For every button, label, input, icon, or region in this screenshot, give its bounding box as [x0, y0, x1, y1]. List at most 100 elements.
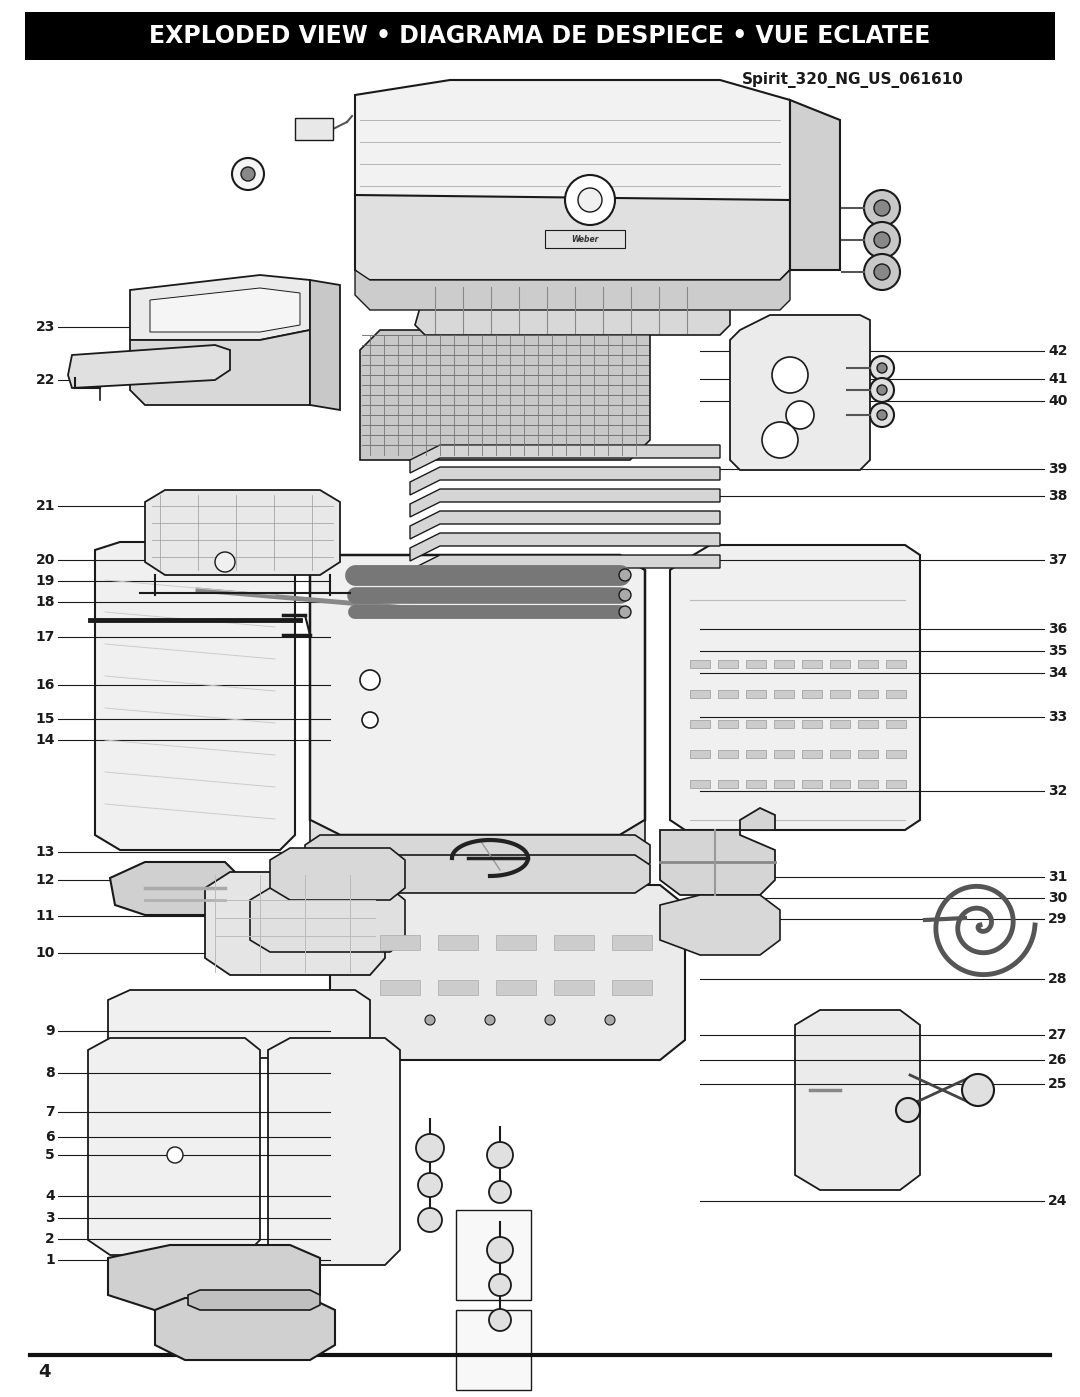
Text: 21: 21 [36, 499, 55, 513]
Polygon shape [730, 314, 870, 469]
Circle shape [762, 422, 798, 458]
Circle shape [874, 200, 890, 217]
Bar [554, 981, 594, 995]
Bar [802, 719, 822, 728]
Polygon shape [310, 279, 340, 409]
Bar [802, 690, 822, 698]
Text: 25: 25 [1048, 1077, 1067, 1091]
Polygon shape [310, 820, 645, 865]
Bar [886, 659, 906, 668]
Bar [774, 659, 794, 668]
Polygon shape [660, 895, 780, 956]
Text: 40: 40 [1048, 394, 1067, 408]
Text: 33: 33 [1048, 710, 1067, 724]
Text: 5: 5 [45, 1148, 55, 1162]
Bar [802, 780, 822, 788]
Bar [718, 659, 738, 668]
Circle shape [877, 386, 887, 395]
Polygon shape [87, 1038, 260, 1255]
Polygon shape [270, 848, 405, 900]
Text: 29: 29 [1048, 912, 1067, 926]
Bar [831, 690, 850, 698]
Circle shape [489, 1180, 511, 1203]
Circle shape [418, 1208, 442, 1232]
Text: Weber: Weber [571, 235, 598, 243]
Bar [858, 659, 878, 668]
Bar [886, 719, 906, 728]
Bar [746, 719, 766, 728]
Text: 3: 3 [45, 1211, 55, 1225]
Polygon shape [205, 872, 384, 975]
Circle shape [360, 671, 380, 690]
Polygon shape [108, 1245, 320, 1315]
Polygon shape [355, 196, 789, 279]
Polygon shape [95, 542, 295, 849]
Text: 35: 35 [1048, 644, 1067, 658]
Bar [858, 690, 878, 698]
Polygon shape [795, 1010, 920, 1190]
Text: 9: 9 [45, 1024, 55, 1038]
Text: 31: 31 [1048, 870, 1067, 884]
Polygon shape [68, 345, 230, 388]
Polygon shape [410, 555, 720, 583]
Bar [718, 690, 738, 698]
Circle shape [487, 1236, 513, 1263]
Bar [831, 719, 850, 728]
Text: 42: 42 [1048, 344, 1067, 358]
Text: 19: 19 [36, 574, 55, 588]
Polygon shape [410, 534, 720, 562]
Text: 15: 15 [36, 712, 55, 726]
Bar [690, 659, 710, 668]
Circle shape [786, 401, 814, 429]
Circle shape [605, 1016, 615, 1025]
Text: 32: 32 [1048, 784, 1067, 798]
Polygon shape [660, 807, 775, 895]
Circle shape [489, 1309, 511, 1331]
Circle shape [215, 552, 235, 571]
Circle shape [426, 1016, 435, 1025]
Circle shape [578, 189, 602, 212]
Circle shape [962, 1074, 994, 1106]
Circle shape [870, 356, 894, 380]
Text: 14: 14 [36, 733, 55, 747]
Bar [746, 690, 766, 698]
Polygon shape [410, 446, 720, 474]
Bar [802, 750, 822, 759]
Circle shape [896, 1098, 920, 1122]
Bar [690, 780, 710, 788]
Text: 20: 20 [36, 553, 55, 567]
Bar [886, 780, 906, 788]
Circle shape [619, 606, 631, 617]
Text: 10: 10 [36, 946, 55, 960]
Polygon shape [410, 511, 720, 539]
Text: 28: 28 [1048, 972, 1067, 986]
Polygon shape [330, 886, 685, 1060]
Text: 8: 8 [45, 1066, 55, 1080]
Polygon shape [130, 275, 310, 339]
Polygon shape [670, 545, 920, 830]
Bar [496, 981, 536, 995]
Text: 7: 7 [45, 1105, 55, 1119]
Bar [554, 935, 594, 950]
Text: 36: 36 [1048, 622, 1067, 636]
Bar [380, 981, 420, 995]
Bar [456, 1210, 531, 1301]
Bar [746, 780, 766, 788]
Polygon shape [410, 489, 720, 517]
Text: 22: 22 [36, 373, 55, 387]
Bar [380, 935, 420, 950]
Circle shape [416, 1134, 444, 1162]
Polygon shape [360, 330, 650, 460]
Text: 37: 37 [1048, 553, 1067, 567]
Circle shape [874, 232, 890, 249]
Circle shape [362, 712, 378, 728]
Polygon shape [305, 835, 650, 873]
Bar [774, 750, 794, 759]
Bar [456, 1310, 531, 1390]
Text: 24: 24 [1048, 1194, 1067, 1208]
Polygon shape [789, 101, 840, 270]
Bar [718, 719, 738, 728]
Text: 2: 2 [45, 1232, 55, 1246]
Text: 41: 41 [1048, 372, 1067, 386]
Text: 12: 12 [36, 873, 55, 887]
